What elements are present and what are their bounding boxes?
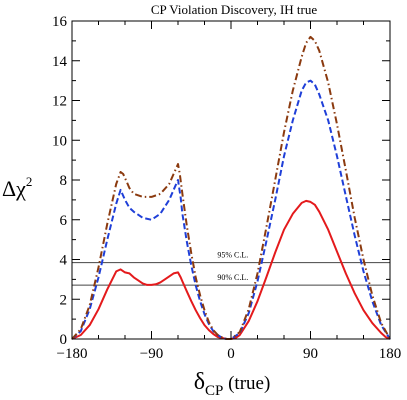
x-axis-label: δCP (true) xyxy=(194,369,271,399)
axis-ticks: −180 −90 0 90 180 0 2 4 6 8 10 12 14 16 xyxy=(52,14,401,362)
y-tick-label: 2 xyxy=(60,292,68,308)
series-line-dashdot xyxy=(71,35,391,340)
y-tick-label: 16 xyxy=(52,14,68,30)
y-axis-label-sup: 2 xyxy=(26,174,33,189)
x-tick-label: −180 xyxy=(57,346,88,362)
series-line-solid xyxy=(71,199,391,340)
y-tick-label: 14 xyxy=(52,54,68,70)
y-tick-label: 0 xyxy=(60,332,68,348)
x-axis-label-suffix: (true) xyxy=(223,373,270,394)
y-tick-label: 6 xyxy=(60,213,68,229)
y-tick-label: 4 xyxy=(60,253,68,269)
y-axis-label-main: Δχ xyxy=(2,176,26,201)
x-axis-label-main: δ xyxy=(194,369,205,395)
x-axis-label-sub: CP xyxy=(205,383,223,399)
x-tick-label: 90 xyxy=(303,346,318,362)
reference-lines: 95% C.L. 90% C.L. xyxy=(72,251,390,286)
x-tick-label: 0 xyxy=(227,346,235,362)
series-line-dashed xyxy=(71,79,391,340)
reference-line-label: 95% C.L. xyxy=(217,251,248,260)
y-tick-label: 12 xyxy=(52,94,67,110)
y-tick-label: 10 xyxy=(52,133,67,149)
y-axis-label: Δχ2 xyxy=(2,174,32,201)
chart-title: CP Violation Discovery, IH true xyxy=(151,2,318,17)
x-tick-label: −90 xyxy=(140,346,163,362)
x-tick-label: 180 xyxy=(379,346,402,362)
reference-line-label: 90% C.L. xyxy=(217,273,248,282)
series-layer xyxy=(71,35,391,340)
y-tick-label: 8 xyxy=(60,173,68,189)
